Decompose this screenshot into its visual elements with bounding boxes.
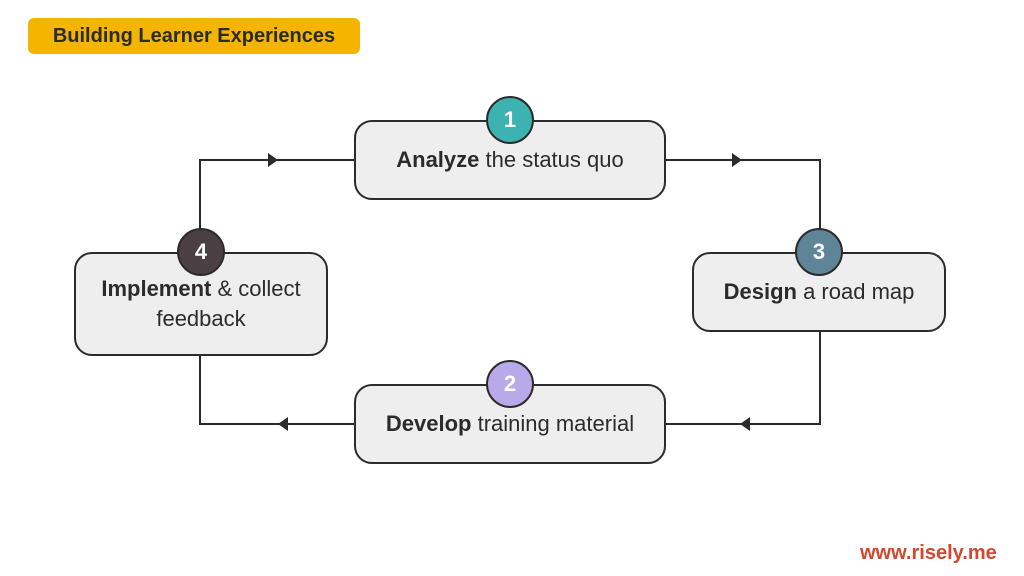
step-label: Design a road map — [724, 277, 915, 307]
step-label: Implement & collect feedback — [94, 274, 308, 333]
footer-text: www.risely.me — [860, 542, 997, 564]
step-label: Develop training material — [386, 409, 634, 439]
step-label: Analyze the status quo — [396, 145, 623, 175]
title-text: Building Learner Experiences — [53, 25, 335, 48]
page-title: Building Learner Experiences — [28, 18, 360, 54]
step-badge-3: 3 — [795, 228, 843, 276]
step-badge-4: 4 — [177, 228, 225, 276]
step-badge-1: 1 — [486, 96, 534, 144]
step-badge-2: 2 — [486, 360, 534, 408]
footer-link[interactable]: www.risely.me — [860, 542, 997, 565]
